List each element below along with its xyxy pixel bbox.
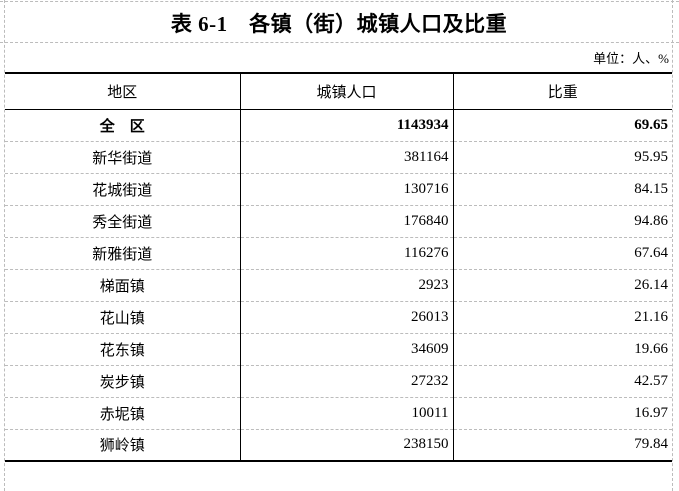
cell-region: 花城街道 xyxy=(5,172,240,206)
table-row: 赤坭镇 10011 16.97 xyxy=(5,396,672,430)
table-row: 秀全街道 176840 94.86 xyxy=(5,204,672,238)
cell-population: 238150 xyxy=(239,428,453,462)
cell-share: 79.84 xyxy=(452,428,672,462)
sheet-gridline-horizontal-top xyxy=(0,1,679,2)
cell-share: 21.16 xyxy=(452,300,672,334)
table-row: 狮岭镇 238150 79.84 xyxy=(5,428,672,462)
table-row-total: 全 区 1143934 69.65 xyxy=(5,109,672,142)
page-title-text: 表 6-1 各镇（街）城镇人口及比重 xyxy=(170,12,508,36)
column-header-share: 比重 xyxy=(452,72,672,110)
cell-population: 27232 xyxy=(239,364,453,398)
population-table: 地区 城镇人口 比重 全 区 1143934 69.65 新华街道 381164… xyxy=(5,72,672,462)
table-header-row: 地区 城镇人口 比重 xyxy=(5,72,672,110)
cell-population: 10011 xyxy=(239,396,453,430)
table-row: 新华街道 381164 95.95 xyxy=(5,140,672,174)
sheet-gridline-horizontal-title xyxy=(0,42,679,43)
cell-region: 新雅街道 xyxy=(5,236,240,270)
cell-share: 42.57 xyxy=(452,364,672,398)
sheet-gridline-vertical-left xyxy=(4,0,5,491)
column-header-population: 城镇人口 xyxy=(239,72,453,110)
cell-region-total-text: 全 区 xyxy=(99,118,145,135)
cell-region: 秀全街道 xyxy=(5,204,240,238)
table-header: 地区 城镇人口 比重 xyxy=(5,72,672,110)
cell-region-total: 全 区 xyxy=(5,109,240,142)
cell-share: 94.86 xyxy=(452,204,672,238)
cell-region: 花东镇 xyxy=(5,332,240,366)
column-header-region: 地区 xyxy=(5,72,240,110)
table-row: 花东镇 34609 19.66 xyxy=(5,332,672,366)
cell-population: 130716 xyxy=(239,172,453,206)
cell-population: 34609 xyxy=(239,332,453,366)
cell-population: 116276 xyxy=(239,236,453,270)
cell-region: 赤坭镇 xyxy=(5,396,240,430)
cell-share: 26.14 xyxy=(452,268,672,302)
cell-share: 95.95 xyxy=(452,140,672,174)
data-table-wrapper: 地区 城镇人口 比重 全 区 1143934 69.65 新华街道 381164… xyxy=(5,72,672,462)
table-row: 花山镇 26013 21.16 xyxy=(5,300,672,334)
cell-share: 84.15 xyxy=(452,172,672,206)
cell-region: 炭步镇 xyxy=(5,364,240,398)
cell-share: 67.64 xyxy=(452,236,672,270)
unit-note: 单位：人、% xyxy=(5,44,671,70)
table-body: 全 区 1143934 69.65 新华街道 381164 95.95 花城街道… xyxy=(5,109,672,462)
cell-population: 381164 xyxy=(239,140,453,174)
cell-population-total: 1143934 xyxy=(239,109,453,142)
sheet-gridline-vertical-right xyxy=(672,0,673,491)
cell-region: 梯面镇 xyxy=(5,268,240,302)
cell-population: 176840 xyxy=(239,204,453,238)
page-title: 表 6-1 各镇（街）城镇人口及比重 xyxy=(5,4,673,42)
table-row: 梯面镇 2923 26.14 xyxy=(5,268,672,302)
cell-population: 2923 xyxy=(239,268,453,302)
cell-region: 狮岭镇 xyxy=(5,428,240,462)
table-row: 花城街道 130716 84.15 xyxy=(5,172,672,206)
cell-region: 花山镇 xyxy=(5,300,240,334)
cell-region: 新华街道 xyxy=(5,140,240,174)
table-row: 炭步镇 27232 42.57 xyxy=(5,364,672,398)
cell-share: 19.66 xyxy=(452,332,672,366)
table-row: 新雅街道 116276 67.64 xyxy=(5,236,672,270)
cell-population: 26013 xyxy=(239,300,453,334)
cell-share-total: 69.65 xyxy=(452,109,672,142)
unit-note-text: 单位：人、% xyxy=(593,50,669,66)
cell-share: 16.97 xyxy=(452,396,672,430)
